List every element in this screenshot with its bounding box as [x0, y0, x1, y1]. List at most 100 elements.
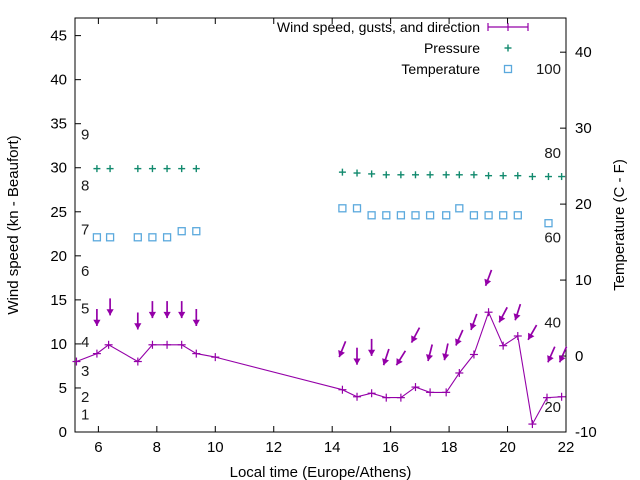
y-axis-right-ticks: -10 0 10 20 30 40 [560, 44, 597, 441]
wind-direction-arrow [106, 298, 114, 316]
arrow-head [528, 332, 535, 340]
wind-direction-arrow [498, 306, 508, 323]
temperature-marker [382, 211, 391, 220]
wind-direction-arrow [134, 312, 142, 330]
y2-tick-label: 0 [575, 348, 583, 365]
x-tick-label: 16 [382, 439, 399, 456]
beaufort-label: 2 [81, 389, 89, 406]
y2-tick-label: 10 [575, 272, 592, 289]
wind-direction-arrow [192, 309, 200, 326]
y-tick-label: 15 [50, 292, 67, 309]
temperature-marker [484, 211, 493, 220]
temperature-marker [177, 227, 186, 236]
wind-speed-connector [215, 356, 343, 391]
x-tick-label: 12 [265, 439, 282, 456]
temperature-marker [352, 204, 362, 213]
temperature-marker [192, 227, 201, 236]
temperature-marker [544, 219, 553, 228]
y-tick-label: 35 [50, 116, 67, 133]
arrow-head [192, 319, 200, 326]
temperature-marker [411, 211, 420, 220]
fahrenheit-label: 80 [544, 145, 561, 162]
temperature-marker [469, 211, 479, 220]
pressure-series [93, 165, 566, 181]
temperature-series [92, 204, 553, 242]
beaufort-label: 5 [81, 301, 89, 318]
x-tick-label: 14 [324, 439, 341, 456]
y-tick-label: 30 [50, 160, 67, 177]
legend-label: Pressure [424, 40, 480, 56]
arrow-head [368, 349, 376, 356]
fahrenheit-scale-labels: 20 40 60 80 100 [536, 61, 561, 416]
arrow-head [426, 354, 433, 361]
x-tick-label: 10 [207, 439, 224, 456]
beaufort-label: 7 [81, 221, 89, 238]
wind-direction-arrow [163, 301, 171, 319]
temperature-marker [455, 204, 464, 213]
y-tick-label: 40 [50, 72, 67, 89]
beaufort-label: 1 [81, 406, 89, 423]
wind-direction-arrow [93, 309, 101, 326]
wind-direction-arrows [93, 269, 568, 366]
y-tick-label: 5 [59, 380, 67, 397]
y-axis-left-title: Wind speed (kn - Beaufort) [5, 135, 22, 314]
arrow-head [93, 319, 101, 326]
wind-direction-arrow [395, 350, 407, 366]
x-axis-title: Local time (Europe/Athens) [230, 464, 412, 480]
temperature-marker [92, 233, 102, 242]
wind-direction-arrow [368, 338, 376, 356]
y-tick-label: 0 [59, 424, 67, 441]
beaufort-label: 8 [81, 177, 89, 194]
arrow-head [353, 358, 361, 365]
y-tick-label: 25 [50, 204, 67, 221]
arrow-head [106, 309, 114, 316]
temperature-marker [513, 211, 522, 220]
arrow-head [382, 358, 389, 366]
wind-direction-arrow [338, 340, 347, 358]
arrow-head [338, 350, 345, 358]
beaufort-scale-labels: 12 3 4 5 6 7 8 9 [81, 126, 89, 423]
legend-label: Temperature [401, 61, 480, 77]
arrow-head [558, 355, 566, 363]
arrow-head [134, 323, 142, 330]
arrow-head [178, 311, 186, 319]
wind-direction-arrow [455, 329, 464, 346]
arrow-head [442, 353, 450, 361]
y-tick-label: 10 [50, 336, 67, 353]
x-tick-label: 22 [558, 439, 575, 456]
x-tick-label: 6 [94, 439, 102, 456]
arrow-head [455, 338, 462, 346]
y-axis-left-ticks: 0 5 10 15 20 25 30 35 40 45 [50, 28, 81, 441]
arrow-head [148, 311, 156, 319]
x-axis-ticks: 6 8 10 12 14 16 18 20 22 [94, 18, 574, 456]
wind-speed-line [342, 310, 562, 426]
y2-tick-label: 20 [575, 196, 592, 213]
arrow-head [396, 358, 403, 366]
chart-legend: Wind speed, gusts, and direction Pressure… [277, 19, 529, 77]
beaufort-label: 9 [81, 126, 89, 143]
temperature-marker [425, 211, 435, 220]
arrow-head [469, 322, 477, 330]
wind-direction-arrow [547, 346, 556, 363]
wind-direction-arrow [353, 347, 361, 365]
wind-direction-arrow [469, 313, 478, 331]
x-tick-label: 8 [153, 439, 161, 456]
y2-tick-label: -10 [575, 424, 597, 441]
legend-marker-square [503, 64, 513, 74]
x-tick-label: 20 [499, 439, 516, 456]
beaufort-label: 6 [81, 263, 89, 280]
arrow-head [498, 315, 506, 323]
arrow-head [411, 335, 418, 343]
temperature-marker [133, 233, 142, 242]
y-tick-label: 20 [50, 248, 67, 265]
arrow-head [163, 311, 171, 319]
wind-direction-arrow [558, 346, 568, 363]
arrow-head [513, 313, 521, 321]
x-tick-label: 18 [441, 439, 458, 456]
temperature-marker [105, 233, 115, 242]
temperature-marker [338, 204, 347, 213]
beaufort-label: 3 [81, 363, 89, 380]
fahrenheit-label: 40 [544, 315, 561, 332]
fahrenheit-label: 20 [544, 399, 561, 416]
